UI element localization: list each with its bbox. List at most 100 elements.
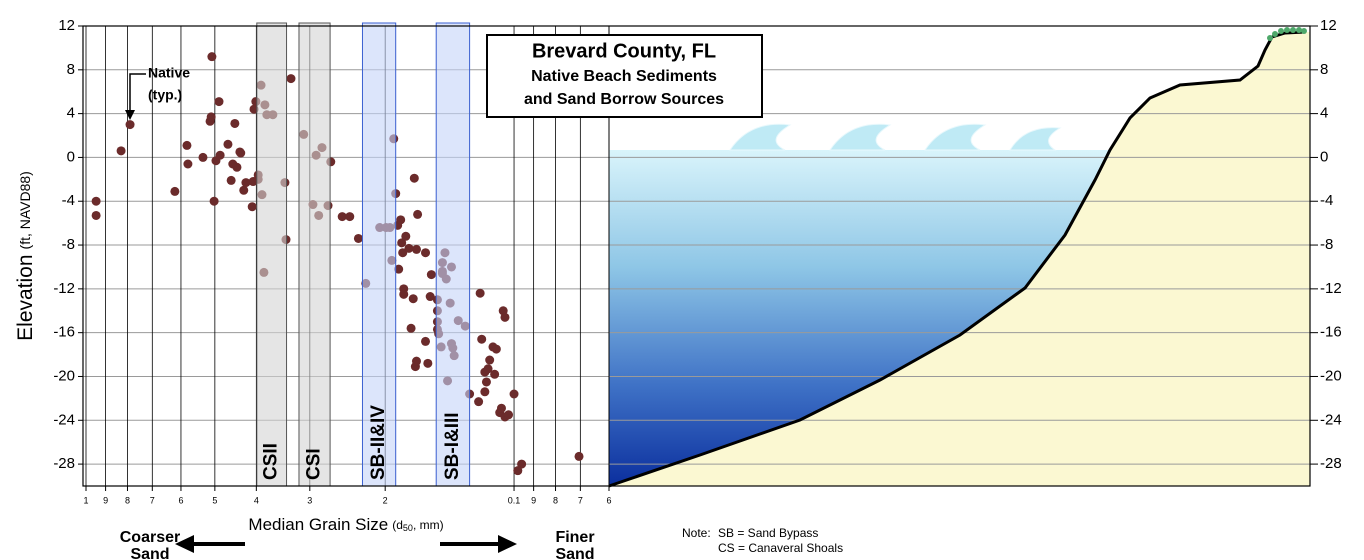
coarser-arrowhead (175, 535, 194, 553)
y2-tick-label: 4 (1320, 105, 1328, 122)
point (226, 175, 236, 185)
chart-subtitle: Native Beach Sediments (531, 68, 717, 85)
borrow-source-label: SB-I&III (442, 412, 463, 480)
point (182, 140, 192, 150)
point (423, 358, 433, 368)
y-label: Elevation (14, 254, 37, 340)
point (232, 162, 242, 172)
y2-tick-label: -28 (1320, 455, 1342, 472)
note: Note: (682, 526, 711, 540)
point (170, 186, 180, 196)
x-label-unit: , mm) (413, 518, 444, 532)
y2-tick-label: -8 (1320, 236, 1333, 253)
borrow-source (435, 22, 471, 487)
point (426, 270, 436, 280)
y2-tick-label: 8 (1320, 61, 1328, 78)
y-tick-label: -8 (62, 236, 75, 253)
point (475, 288, 485, 298)
y-tick-label: 0 (67, 148, 75, 165)
point (404, 243, 414, 253)
note: CS = Canaveral Shoals (718, 541, 843, 555)
sand (609, 32, 1310, 486)
x-axis-label: Median Grain Size (d50, mm) (248, 515, 443, 534)
point (345, 212, 355, 222)
chart-title: Brevard County, FL (532, 40, 716, 62)
y-tick-label: -24 (53, 411, 75, 428)
coarser-label: Sand (130, 546, 169, 560)
point (485, 355, 495, 365)
point (401, 231, 411, 241)
point (249, 104, 259, 114)
point (509, 389, 519, 399)
point (490, 369, 500, 379)
x-tick-label: 7 (150, 495, 155, 505)
point (411, 244, 421, 254)
point (409, 173, 419, 183)
coarser-label: Coarser (120, 529, 180, 546)
y2-tick-label: -12 (1320, 280, 1342, 297)
plot-frame (82, 25, 1311, 487)
borrow-source (256, 22, 288, 487)
y2-tick-label: 0 (1320, 148, 1328, 165)
point (286, 74, 296, 84)
point (239, 185, 249, 195)
point (236, 148, 246, 158)
point (353, 233, 363, 243)
beach-profile (609, 32, 1310, 486)
point (91, 210, 101, 220)
point (337, 212, 347, 222)
y-tick-label: -28 (53, 455, 75, 472)
point (198, 152, 208, 162)
y2-tick-label: -20 (1320, 367, 1342, 384)
y2-tick-label: 12 (1320, 17, 1337, 34)
x-tick-label: 9 (103, 495, 108, 505)
point (396, 215, 406, 225)
borrow-source-label: CSII (261, 443, 282, 480)
x-tick-label: 8 (553, 495, 558, 505)
point (230, 118, 240, 128)
point (477, 334, 487, 344)
y-tick-label: 4 (67, 105, 75, 122)
point (214, 97, 224, 107)
chart-subtitle: and Sand Borrow Sources (524, 91, 724, 108)
x-tick-label: 0.1 (508, 495, 521, 505)
point (513, 466, 523, 476)
point (411, 356, 421, 366)
point (125, 120, 135, 130)
vegetation (1267, 27, 1307, 41)
point (397, 238, 407, 248)
note: SB = Sand Bypass (718, 526, 818, 540)
x-tick-label: 2 (383, 495, 388, 505)
x-label-subscript: 50 (403, 523, 413, 533)
x-tick-label: 6 (178, 495, 183, 505)
borrow-source-label: SB-II&IV (368, 405, 389, 480)
y-label-unit: (ft, NAVD88) (17, 171, 33, 249)
finer-arrowhead (498, 535, 517, 553)
point (421, 248, 431, 258)
point (209, 196, 219, 206)
point (398, 248, 408, 258)
y2-tick-label: -16 (1320, 324, 1342, 341)
point (408, 294, 418, 304)
x-tick-label: 9 (531, 495, 536, 505)
point (480, 387, 490, 397)
point (413, 209, 423, 219)
y-tick-label: -20 (53, 367, 75, 384)
y2-tick-label: -4 (1320, 192, 1333, 209)
title-box (486, 34, 763, 118)
point (206, 112, 216, 122)
point (394, 264, 404, 274)
point (496, 403, 506, 413)
point (223, 139, 233, 149)
x-tick-label: 7 (578, 495, 583, 505)
point (425, 292, 435, 302)
point (483, 364, 493, 374)
y-tick-label: 12 (58, 17, 75, 34)
native-arrow (129, 73, 146, 112)
waves (729, 123, 1062, 151)
finer-label: Sand (555, 546, 594, 560)
point (517, 459, 527, 469)
point (504, 410, 514, 420)
borrow-source-label: CSI (304, 448, 325, 480)
